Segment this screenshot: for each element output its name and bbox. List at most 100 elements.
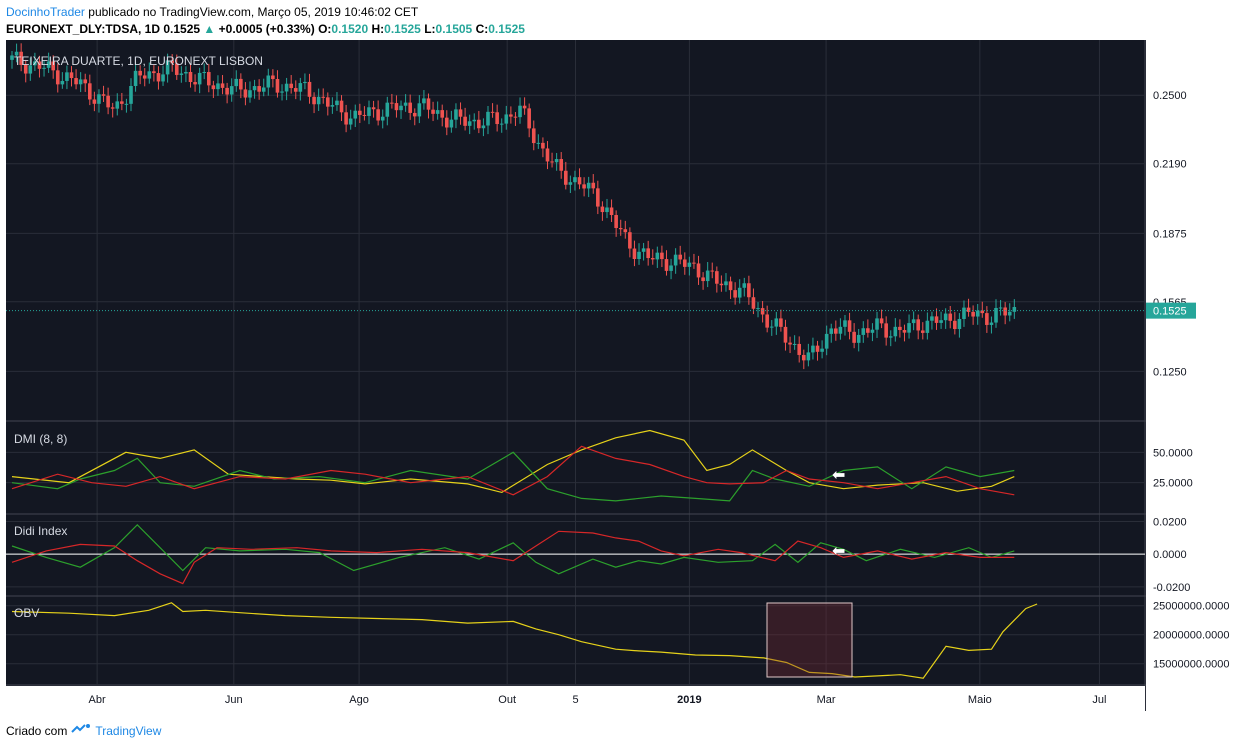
y-tick-label: 0.1250 bbox=[1153, 366, 1187, 378]
y-tick-label: 20000000.0000 bbox=[1153, 630, 1229, 642]
tradingview-link[interactable]: TradingView bbox=[95, 723, 162, 738]
candle-body bbox=[541, 142, 545, 149]
candle-body bbox=[692, 262, 696, 264]
candle-body bbox=[536, 142, 541, 144]
candle-body bbox=[444, 117, 449, 128]
candle-body bbox=[463, 116, 467, 126]
candle-body bbox=[147, 71, 152, 79]
x-tick-label: Ago bbox=[349, 694, 369, 706]
candle-body bbox=[138, 70, 142, 76]
candle-body bbox=[628, 232, 632, 249]
y-tick-label: 0.0200 bbox=[1153, 517, 1187, 529]
low-value: 0.1505 bbox=[435, 22, 473, 36]
candle-body bbox=[14, 51, 19, 56]
candle-body bbox=[779, 318, 783, 327]
candle-body bbox=[650, 258, 655, 260]
x-tick-label: 2019 bbox=[677, 694, 701, 706]
candle-body bbox=[330, 105, 335, 107]
candle-body bbox=[390, 102, 394, 104]
candle-body bbox=[737, 287, 742, 298]
candle-body bbox=[577, 177, 582, 185]
candle-body bbox=[211, 85, 216, 90]
candle-body bbox=[481, 125, 486, 129]
candle-body bbox=[989, 322, 994, 325]
candle-body bbox=[797, 343, 802, 355]
candle-body bbox=[811, 345, 815, 353]
candle-body bbox=[586, 182, 591, 189]
time-axis-background bbox=[6, 686, 1145, 711]
candle-body bbox=[353, 110, 358, 119]
candle-body bbox=[412, 112, 417, 117]
candle-body bbox=[88, 83, 92, 100]
candle-body bbox=[316, 96, 321, 105]
tradingview-logo-icon bbox=[71, 723, 91, 738]
candle-body bbox=[687, 262, 692, 267]
author-link[interactable]: DocinhoTrader bbox=[6, 5, 85, 19]
candle-body bbox=[682, 259, 687, 267]
candle-body bbox=[156, 73, 161, 82]
candle-body bbox=[609, 207, 614, 216]
candle-body bbox=[358, 110, 362, 115]
candle-body bbox=[179, 73, 184, 75]
candle-body bbox=[673, 254, 678, 266]
y-tick-label: 25000000.0000 bbox=[1153, 601, 1229, 613]
candle-body bbox=[449, 119, 454, 128]
candle-body bbox=[367, 107, 371, 116]
candle-body bbox=[756, 308, 760, 310]
candle-body bbox=[710, 270, 715, 272]
candle-body bbox=[907, 323, 911, 333]
candle-body bbox=[705, 270, 710, 282]
candle-body bbox=[371, 107, 376, 110]
last-price: 0.1525 bbox=[163, 22, 201, 36]
candle-body bbox=[788, 342, 792, 345]
candle-body bbox=[188, 71, 193, 83]
candle-body bbox=[769, 326, 774, 328]
candle-body bbox=[623, 229, 628, 233]
candle-body bbox=[435, 110, 440, 114]
candle-body bbox=[760, 308, 765, 315]
candle-body bbox=[266, 75, 271, 88]
candle-body bbox=[454, 109, 458, 120]
candle-body bbox=[431, 109, 435, 114]
candle-body bbox=[962, 307, 966, 319]
candle-body bbox=[284, 83, 289, 92]
candle-body bbox=[747, 283, 751, 298]
candle-body bbox=[124, 103, 129, 105]
candle-body bbox=[920, 330, 925, 333]
candle-body bbox=[596, 188, 600, 207]
candle-body bbox=[110, 107, 115, 109]
candle-body bbox=[321, 96, 326, 98]
candle-body bbox=[28, 65, 33, 74]
candle-body bbox=[943, 313, 948, 321]
candle-body bbox=[10, 55, 14, 60]
candle-body bbox=[422, 98, 426, 104]
candle-body bbox=[403, 102, 408, 106]
grid bbox=[6, 40, 1237, 711]
candle-body bbox=[605, 207, 609, 213]
candle-body bbox=[861, 328, 866, 335]
candle-body bbox=[893, 326, 898, 337]
candle-body bbox=[939, 320, 943, 323]
candle-body bbox=[801, 354, 806, 361]
y-tick-label: 15000000.0000 bbox=[1153, 659, 1229, 671]
indicator-series-line bbox=[11, 530, 1015, 585]
low-label: L: bbox=[424, 22, 436, 36]
candle-body bbox=[184, 71, 188, 74]
candle-body bbox=[550, 161, 554, 163]
candle-body bbox=[325, 97, 330, 107]
candle-body bbox=[19, 51, 23, 65]
published-text: publicado no TradingView.com, Março 05, … bbox=[88, 5, 419, 19]
candle-body bbox=[426, 98, 431, 110]
candle-body bbox=[197, 72, 202, 85]
price-axis-background bbox=[1146, 40, 1237, 711]
candle-body bbox=[724, 281, 728, 286]
close-label: C: bbox=[475, 22, 489, 36]
y-tick-label: 0.0000 bbox=[1153, 549, 1187, 561]
candle-body bbox=[637, 251, 641, 260]
candle-body bbox=[934, 316, 939, 323]
created-with-text: Criado com bbox=[6, 723, 68, 738]
candle-body bbox=[303, 81, 307, 84]
candle-body bbox=[495, 112, 499, 125]
candle-body bbox=[380, 116, 385, 121]
